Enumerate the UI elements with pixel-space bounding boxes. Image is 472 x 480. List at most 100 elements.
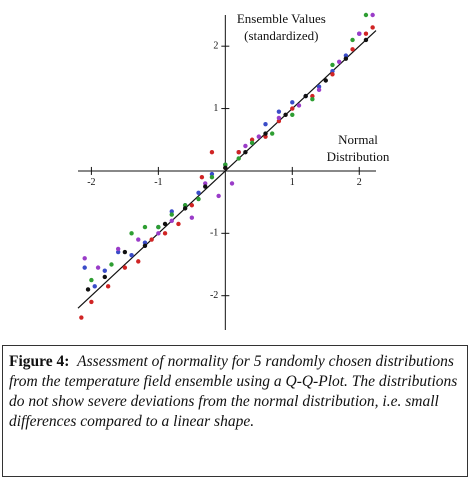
point [290,112,295,118]
point [85,287,91,292]
point [296,103,302,108]
point [92,284,97,289]
point [223,165,228,171]
y-tick-label: 1 [213,103,218,114]
point [343,56,349,61]
point [149,237,154,242]
x-axis-label: Normal [338,132,378,147]
y-tick-label: -2 [210,290,218,301]
point [196,196,201,202]
point [209,150,215,155]
point [189,203,195,208]
point [209,174,215,180]
point [95,265,101,270]
point [330,68,335,74]
x-tick-label: 1 [290,177,295,188]
point [330,72,335,77]
caption: Figure 4: Assessment of normality for 5 … [2,345,468,477]
point [243,143,248,149]
point [336,59,342,64]
point [343,53,349,58]
x-tick-label: -1 [154,177,162,188]
x-tick-label: 2 [357,177,362,188]
point [370,12,375,18]
point [203,184,208,189]
y-tick-label: -1 [210,228,218,239]
point [350,47,355,52]
point [276,109,282,114]
point [136,259,141,264]
chart: -2 -1 1 2 -2 -1 1 2 Ensemble Values (standardized… [77,11,390,330]
point [216,193,221,199]
point [169,212,174,217]
point [115,249,121,255]
reference-line [77,30,377,309]
point [203,181,208,186]
point [142,240,148,245]
y-axis-label: Ensemble Values [237,11,326,26]
point [263,134,268,139]
point [102,274,107,280]
point [363,12,369,18]
caption-text: Assessment of normality for 5 randomly c… [9,353,458,430]
point [109,262,114,267]
point [82,265,87,270]
point [156,231,161,236]
point [176,221,181,227]
point [79,315,84,320]
point [142,243,148,248]
point [249,140,255,146]
point [162,231,168,236]
point [82,256,87,261]
point [223,162,228,167]
point [122,265,128,270]
point [310,97,315,102]
point [115,246,121,252]
point [357,31,362,36]
point [363,31,369,36]
point [290,100,295,105]
point [122,249,128,255]
point [169,209,174,214]
point [323,78,328,83]
point [236,150,241,155]
point [276,118,282,124]
point [136,237,141,242]
point [316,87,322,93]
point [256,134,262,139]
point [156,224,161,230]
point [303,93,308,99]
point [276,115,282,121]
x-axis-label: Distribution [327,149,390,164]
point [350,37,355,43]
point [182,206,188,211]
point [169,218,174,224]
point [129,252,134,258]
point [263,131,268,136]
y-tick-label: 2 [213,40,218,51]
point [283,112,288,118]
y-axis-label: (standardized) [244,28,318,43]
point [263,121,268,127]
point [189,215,195,220]
point [243,150,248,155]
point [182,203,188,208]
point [370,25,375,30]
point [89,299,94,305]
point [105,284,111,289]
caption-label: Figure 4: [9,353,70,370]
point [249,137,255,142]
point [196,190,201,195]
point [229,181,235,186]
point [142,224,148,230]
point [129,231,134,236]
point [162,221,168,227]
point [290,106,295,111]
point [330,62,335,68]
point [310,93,315,99]
point [209,171,215,177]
point [102,268,107,273]
x-tick-label: -2 [87,177,95,188]
point [363,37,369,43]
